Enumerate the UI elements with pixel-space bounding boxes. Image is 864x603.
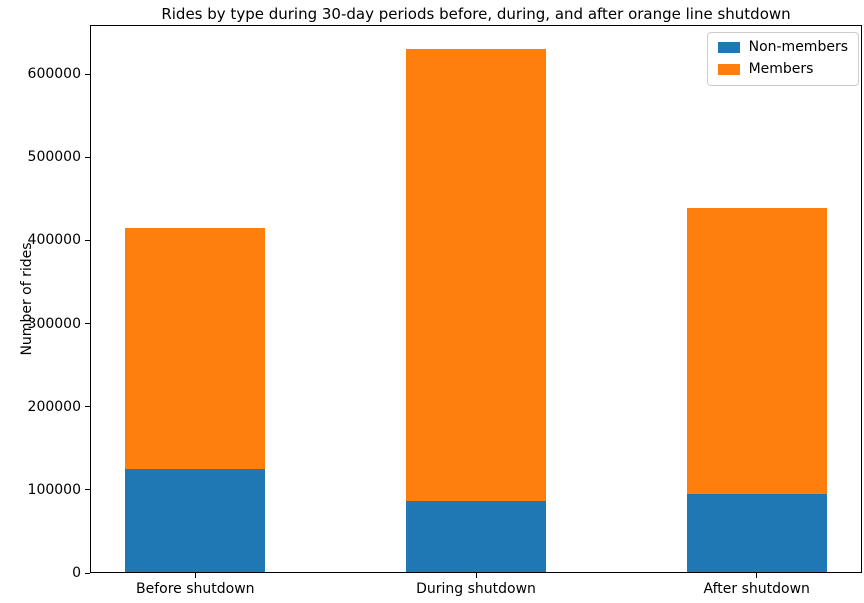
legend-label-members: Members — [748, 61, 814, 77]
bar-before-shutdown-non-members — [125, 469, 266, 573]
y-axis-tick — [85, 323, 90, 325]
bar-before-shutdown-members — [125, 227, 266, 470]
bar-during-shutdown-members — [405, 49, 547, 501]
legend-swatch-non-members — [717, 42, 740, 53]
x-axis-tick-label-before-shutdown: Before shutdown — [136, 581, 255, 597]
y-axis-tick — [85, 572, 90, 574]
y-axis-tick — [85, 406, 90, 408]
bar-after-shutdown-non-members — [686, 494, 827, 573]
y-axis-label: Number of rides — [19, 242, 35, 356]
legend-item-members: Members — [717, 61, 848, 77]
y-axis-tick — [85, 239, 90, 241]
x-axis-tick — [194, 573, 196, 578]
y-axis-tick-label: 400000 — [27, 232, 81, 249]
y-axis-tick — [85, 156, 90, 158]
bar-during-shutdown-non-members — [405, 500, 547, 573]
y-axis-tick-label: 300000 — [27, 315, 81, 332]
y-axis-tick — [85, 489, 90, 491]
legend-swatch-members — [717, 64, 740, 75]
y-axis-tick-label: 100000 — [27, 481, 81, 498]
legend: Non-members Members — [706, 32, 859, 86]
y-axis-tick-label: 500000 — [27, 149, 81, 166]
y-axis-tick-label: 0 — [72, 565, 81, 581]
y-axis-tick — [85, 73, 90, 75]
chart-title: Rides by type during 30-day periods befo… — [161, 5, 791, 23]
x-axis-tick-label-after-shutdown: After shutdown — [703, 581, 810, 597]
legend-item-non-members: Non-members — [717, 39, 848, 55]
x-axis-tick-label-during-shutdown: During shutdown — [416, 581, 536, 597]
x-axis-tick — [475, 573, 477, 578]
y-axis-tick-label: 600000 — [27, 66, 81, 83]
legend-label-non-members: Non-members — [748, 39, 848, 55]
y-axis-tick-label: 200000 — [27, 398, 81, 415]
bar-after-shutdown-members — [686, 207, 827, 494]
x-axis-tick — [756, 573, 758, 578]
